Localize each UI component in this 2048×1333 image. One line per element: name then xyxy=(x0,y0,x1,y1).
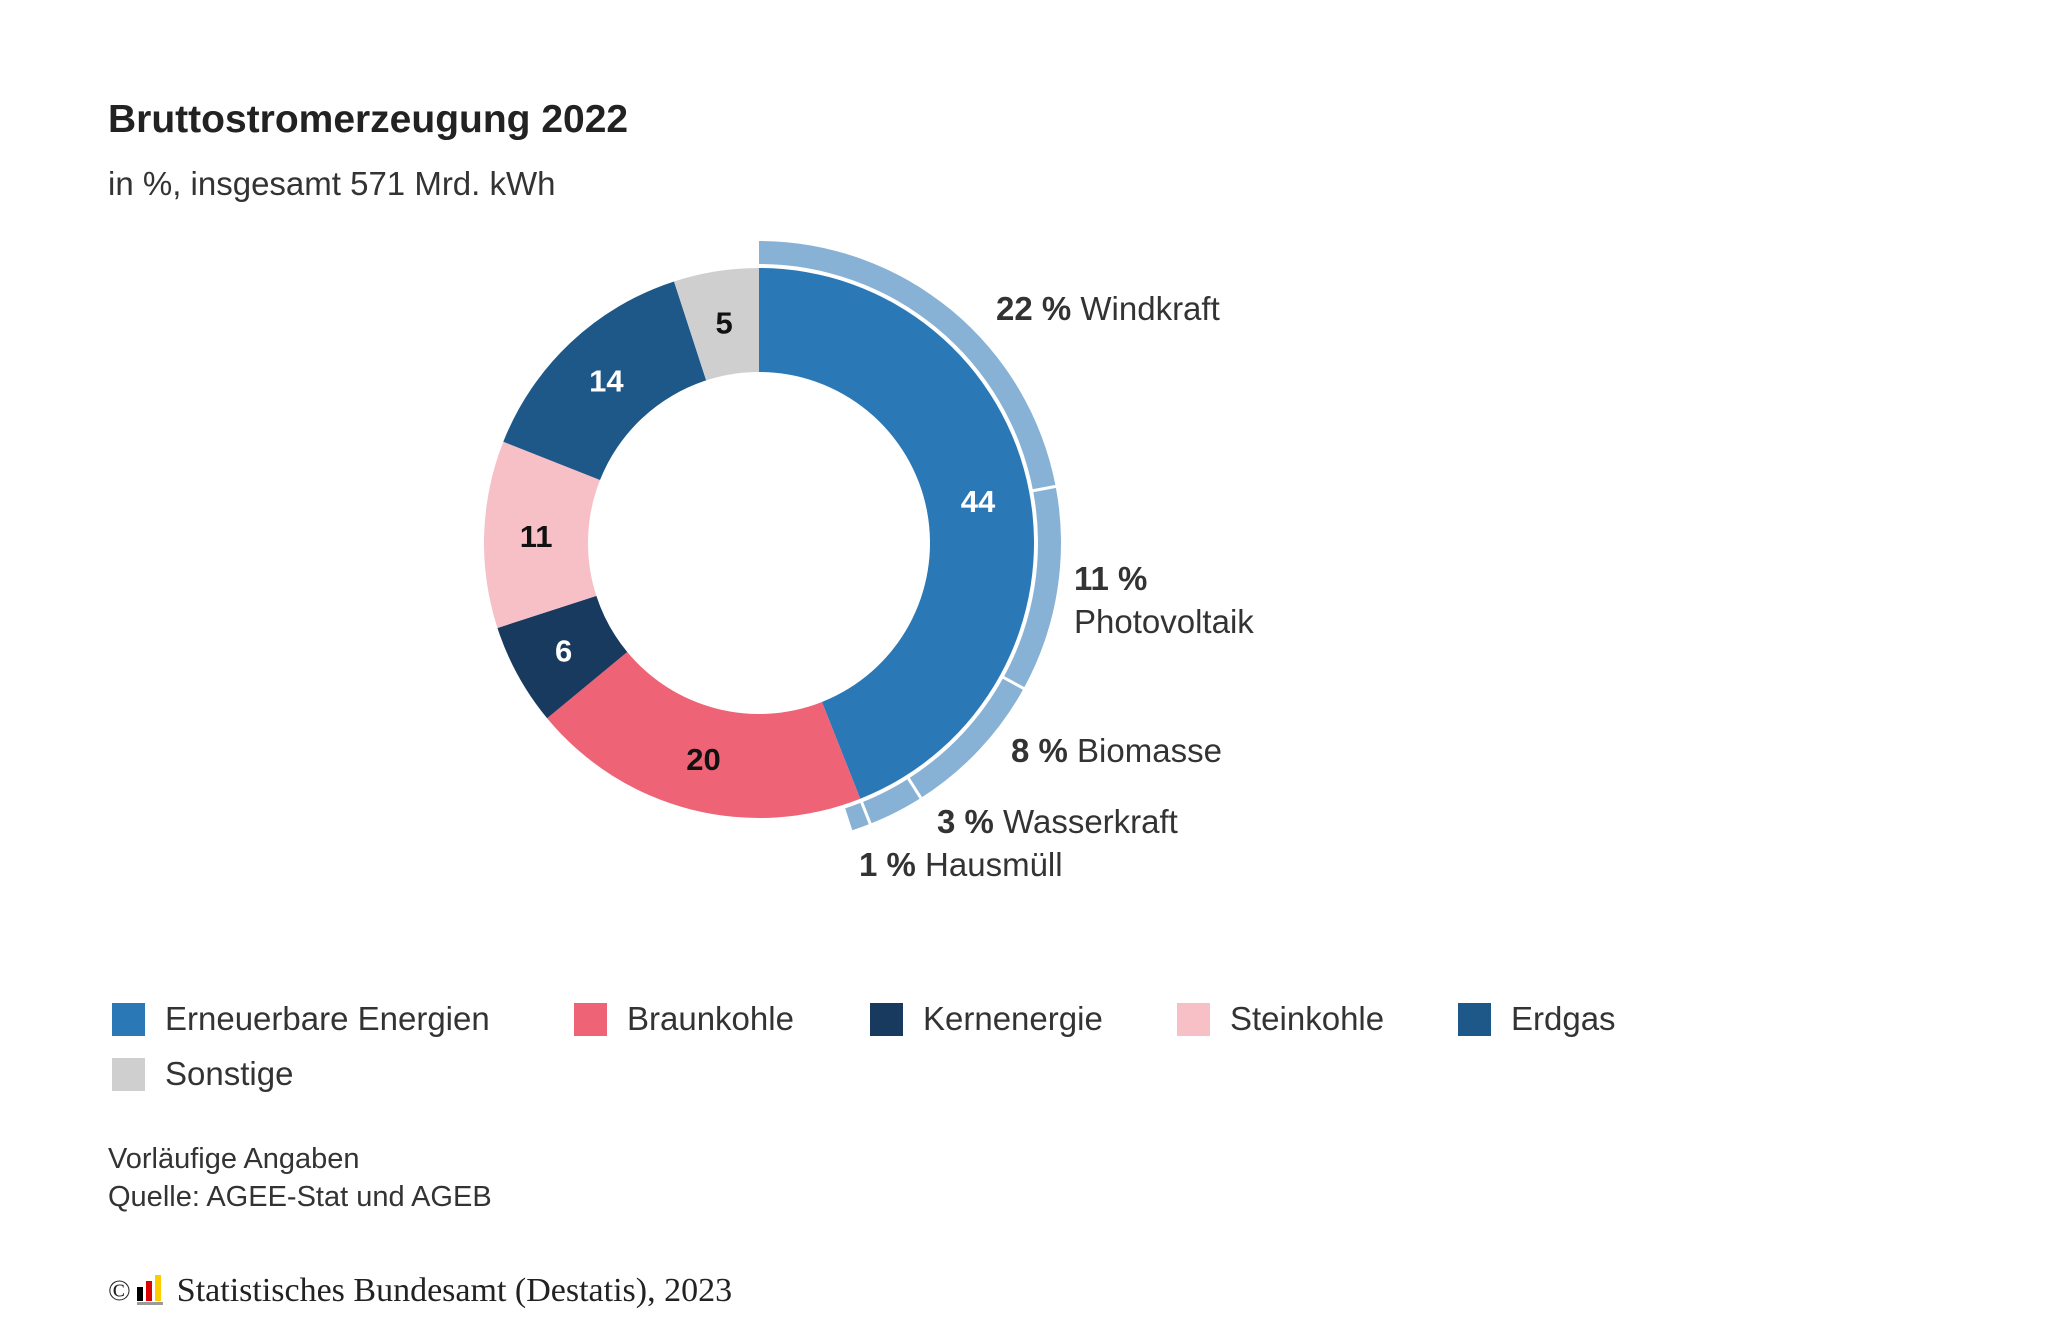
copyright-footer: © Statistisches Bundesamt (Destatis), 20… xyxy=(108,1272,732,1310)
segment-label-erdgas: 14 xyxy=(589,363,624,398)
breakdown-pct-3: 3 % xyxy=(937,803,994,840)
legend-swatch xyxy=(574,1002,607,1036)
legend-item-steinkohle: Steinkohle xyxy=(1177,1000,1384,1038)
breakdown-segment-1 xyxy=(1003,486,1061,689)
breakdown-name-1: Photovoltaik xyxy=(1074,603,1254,640)
legend-item-erdgas: Erdgas xyxy=(1458,1000,1616,1038)
legend-item-kernenergie: Kernenergie xyxy=(870,1000,1103,1038)
breakdown-pct-0: 22 % xyxy=(996,290,1071,327)
chart-title: Bruttostromerzeugung 2022 xyxy=(108,98,629,141)
segment-kernenergie xyxy=(497,595,628,719)
breakdown-pct-2: 8 % xyxy=(1011,732,1068,769)
breakdown-divider xyxy=(1001,675,1026,691)
breakdown-name-2: Biomasse xyxy=(1068,732,1222,769)
breakdown-pct-4: 1 % xyxy=(859,846,916,883)
breakdown-divider xyxy=(859,800,872,826)
segment-sonstige xyxy=(674,268,759,381)
segment-erdgas xyxy=(503,281,707,481)
breakdown-label-0: 22 % Windkraft xyxy=(996,290,1220,327)
segment-label-erneuerbare-energien: 44 xyxy=(961,484,996,519)
donut-chart: 44 20 6 11 14 5 22 % Windkraft 11 % Photovoltai… xyxy=(484,241,1254,883)
chart-subtitle: in %, insgesamt 571 Mrd. kWh xyxy=(108,165,556,202)
destatis-logo-icon xyxy=(136,1275,167,1305)
breakdown-label-2: 8 % Biomasse xyxy=(1011,732,1222,769)
legend-swatch xyxy=(112,1002,145,1036)
segment-label-steinkohle: 11 xyxy=(520,519,553,554)
legend-label: Sonstige xyxy=(165,1055,294,1092)
legend-swatch xyxy=(1458,1002,1491,1036)
segment-label-sonstige: 5 xyxy=(715,306,732,341)
legend-swatch xyxy=(112,1057,145,1091)
copyright-text: Statistisches Bundesamt (Destatis), 2023 xyxy=(176,1272,733,1309)
segment-steinkohle xyxy=(484,441,601,628)
copyright-icon: © xyxy=(108,1274,131,1307)
note-preliminary: Vorläufige Angaben xyxy=(108,1143,360,1175)
breakdown-segment-0 xyxy=(759,241,1056,491)
breakdown-pct-1: 11 % xyxy=(1074,560,1147,597)
legend-label: Braunkohle xyxy=(627,1000,794,1037)
breakdown-divider xyxy=(906,776,923,800)
segment-labels: 44 20 6 11 14 5 xyxy=(520,306,996,777)
segment-erneuerbare-energien xyxy=(759,268,1034,799)
segment-label-kernenergie: 6 xyxy=(555,633,572,668)
segment-braunkohle xyxy=(547,651,861,818)
segment-label-braunkohle: 20 xyxy=(686,742,720,777)
legend-label: Erneuerbare Energien xyxy=(165,1000,490,1037)
breakdown-name-3: Wasserkraft xyxy=(994,803,1178,840)
legend-swatch xyxy=(1177,1002,1210,1036)
legend-item-sonstige: Sonstige xyxy=(112,1055,293,1093)
legend-label: Kernenergie xyxy=(923,1000,1103,1037)
legend-swatch xyxy=(870,1002,903,1036)
breakdown-label-3: 3 % Wasserkraft xyxy=(937,803,1178,840)
note-source: Quelle: AGEE-Stat und AGEB xyxy=(108,1181,492,1213)
legend-label: Steinkohle xyxy=(1230,1000,1385,1037)
donut-segments xyxy=(484,268,1034,818)
breakdown-labels: 22 % Windkraft 11 % Photovoltaik 8 % Biomas… xyxy=(859,290,1254,883)
breakdown-name-0: Windkraft xyxy=(1071,290,1220,327)
renewables-breakdown-ring xyxy=(759,241,1061,831)
breakdown-divider xyxy=(1031,484,1057,493)
breakdown-name-4: Hausmüll xyxy=(916,846,1063,883)
legend-item-erneuerbare: Erneuerbare Energien xyxy=(112,1000,490,1038)
legend-label: Erdgas xyxy=(1511,1000,1616,1037)
breakdown-segment-2 xyxy=(908,677,1024,798)
breakdown-segment-3 xyxy=(861,778,921,824)
breakdown-label-4: 1 % Hausmüll xyxy=(859,846,1063,883)
legend-item-braunkohle: Braunkohle xyxy=(574,1000,794,1038)
